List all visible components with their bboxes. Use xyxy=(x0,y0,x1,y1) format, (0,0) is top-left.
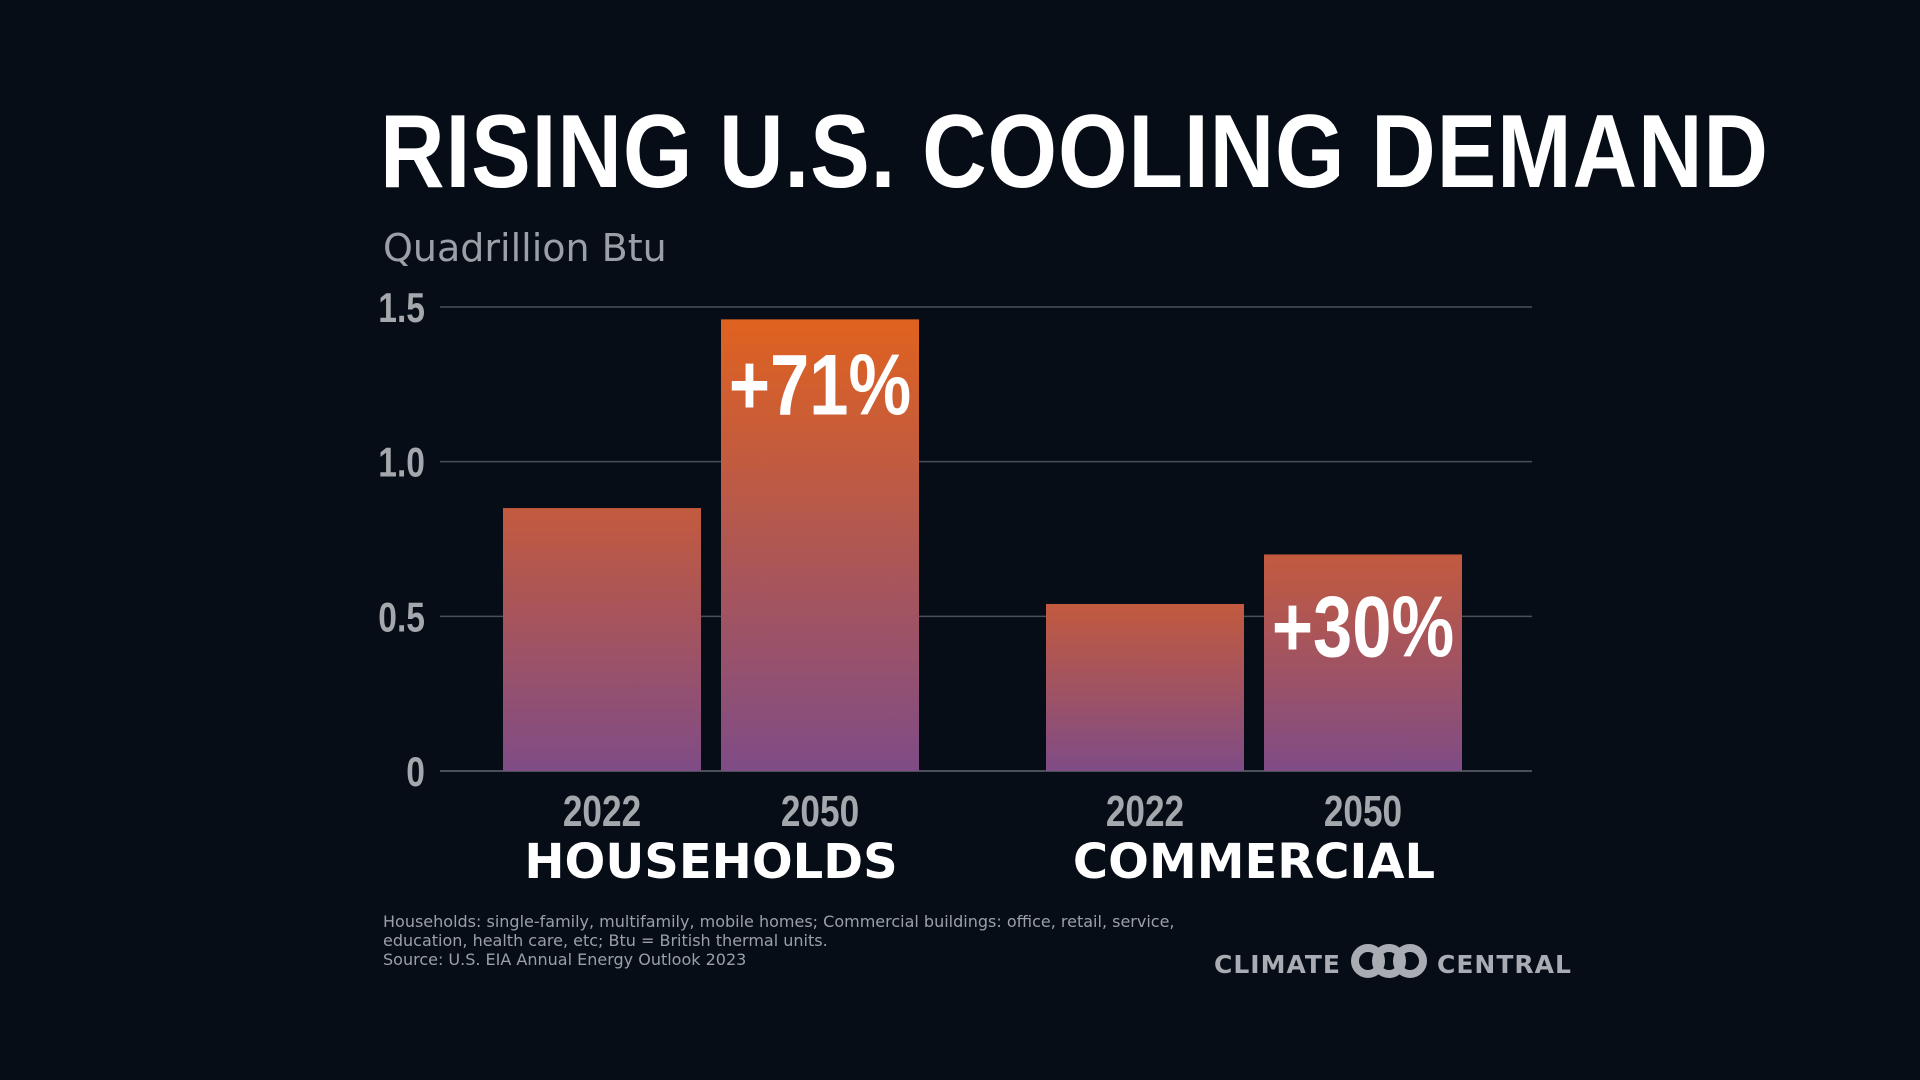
y-tick-label: 1.0 xyxy=(378,440,425,486)
y-tick-label: 0 xyxy=(406,750,425,796)
y-tick-label: 0.5 xyxy=(378,595,425,641)
logo-text-left: CLIMATE xyxy=(1214,949,1341,979)
bars xyxy=(503,319,1462,771)
y-tick-label: 1.5 xyxy=(378,286,425,332)
x-tick-label: 2050 xyxy=(1324,787,1402,836)
bar xyxy=(1046,603,1244,771)
group-label: COMMERCIAL xyxy=(1073,834,1435,890)
bar xyxy=(721,319,919,771)
y-axis-unit-label: Quadrillion Btu xyxy=(383,226,667,270)
x-tick-label: 2022 xyxy=(1106,787,1184,836)
climate-central-logo: CLIMATE CENTRAL xyxy=(1214,944,1572,984)
interlocking-rings-icon xyxy=(1351,941,1427,987)
group-label: HOUSEHOLDS xyxy=(524,834,897,890)
x-tick-label: 2022 xyxy=(563,787,641,836)
source-line: Source: U.S. EIA Annual Energy Outlook 2… xyxy=(383,950,747,969)
logo-text-right: CENTRAL xyxy=(1437,949,1572,979)
footnote-line: Households: single-family, multifamily, … xyxy=(383,912,1175,931)
x-tick-label: 2050 xyxy=(781,787,859,836)
bar xyxy=(503,508,701,771)
footnote-line: education, health care, etc; Btu = Briti… xyxy=(383,931,828,950)
bar xyxy=(1264,554,1462,771)
change-annotation: +30% xyxy=(1272,579,1454,675)
change-annotation: +71% xyxy=(729,337,911,433)
footnote: Households: single-family, multifamily, … xyxy=(383,912,1223,969)
